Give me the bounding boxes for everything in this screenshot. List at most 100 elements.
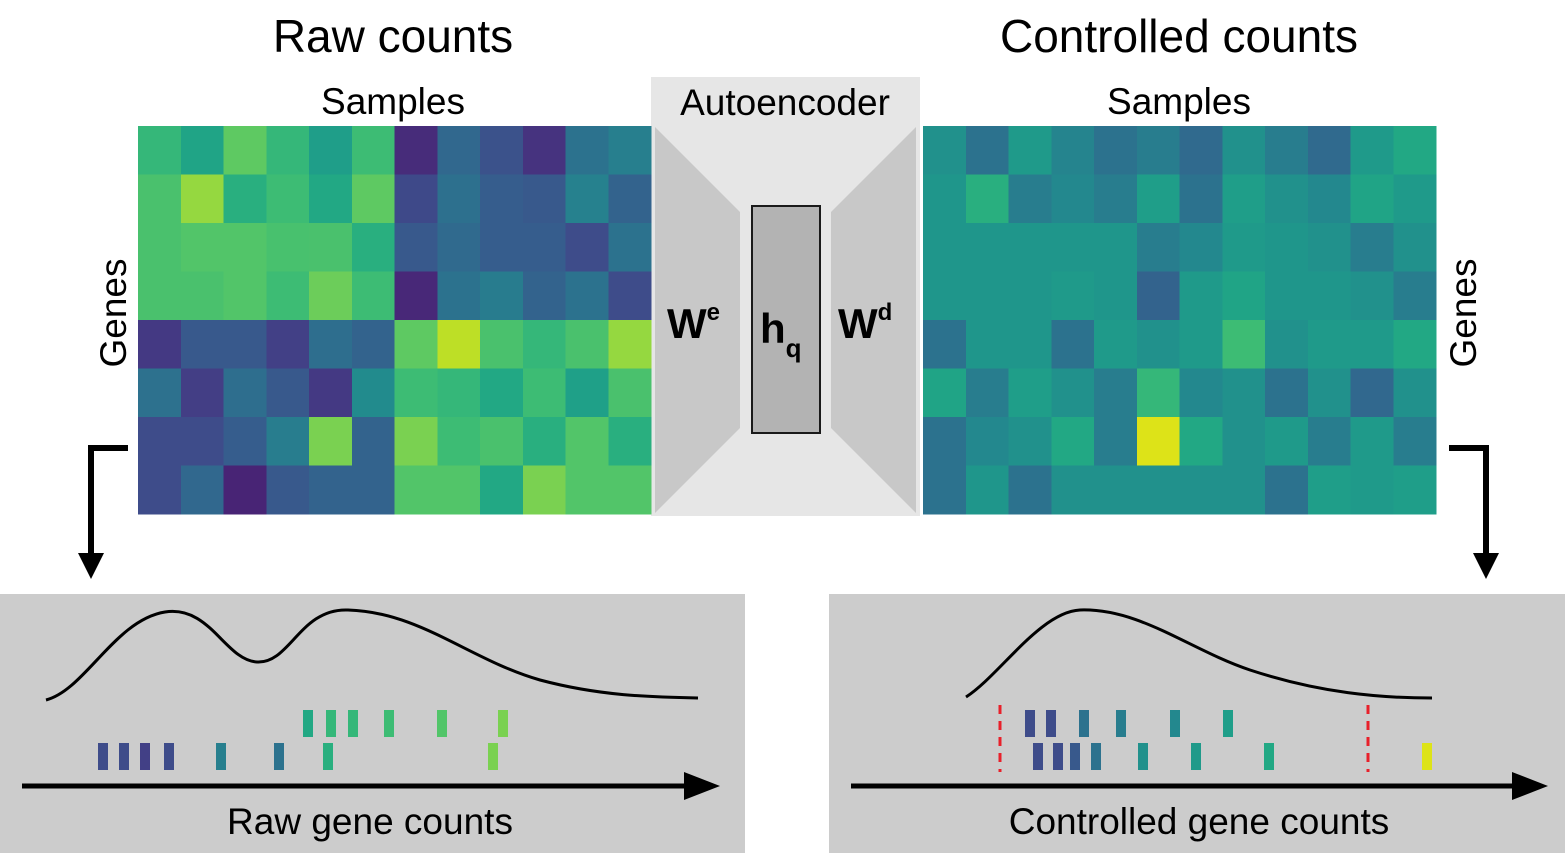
raw-count-tick-13 <box>498 710 508 737</box>
raw-heatmap-cell-r1-c11 <box>608 174 652 224</box>
controlled-heatmap-cell-r4-c3 <box>1051 320 1095 370</box>
raw-heatmap-cell-r4-c1 <box>180 320 225 370</box>
controlled-heatmap-cell-r6-c9 <box>1307 417 1352 467</box>
controlled-heatmap-cell-r6-c2 <box>1008 417 1052 467</box>
controlled-heatmap-cell-r2-c10 <box>1350 223 1394 273</box>
raw-heatmap-cell-r5-c1 <box>180 368 225 418</box>
raw-heatmap-cell-r0-c10 <box>565 126 609 176</box>
raw-count-tick-7 <box>488 743 498 770</box>
raw-heatmap-cell-r6-c3 <box>266 417 310 467</box>
raw-heatmap-cell-r7-c3 <box>266 465 310 515</box>
raw-heatmap-cell-r0-c8 <box>480 126 524 176</box>
controlled-heatmap-cell-r0-c4 <box>1094 126 1138 176</box>
controlled-heatmap-cell-r4-c7 <box>1222 320 1266 370</box>
controlled-heatmap-cell-r3-c1 <box>965 271 1010 321</box>
raw-heatmap-cell-r5-c8 <box>480 368 524 418</box>
raw-heatmap-cell-r1-c7 <box>437 174 481 224</box>
controlled-heatmap-cell-r4-c2 <box>1008 320 1052 370</box>
controlled-heatmap-cell-r4-c1 <box>965 320 1010 370</box>
controlled-heatmap-cell-r5-c5 <box>1136 368 1181 418</box>
raw-count-tick-3 <box>164 743 174 770</box>
controlled-heatmap-cell-r4-c9 <box>1307 320 1352 370</box>
raw-heatmap-cell-r2-c0 <box>138 223 182 273</box>
raw-heatmap-cell-r5-c0 <box>138 368 182 418</box>
raw-heatmap-cell-r5-c5 <box>351 368 396 418</box>
raw-heatmap-cell-r4-c11 <box>608 320 652 370</box>
raw-heatmap-cell-r0-c1 <box>180 126 225 176</box>
controlled-bracket-arrow <box>1449 445 1499 579</box>
raw-heatmap-cell-r4-c3 <box>266 320 310 370</box>
controlled-count-tick-6 <box>1033 743 1043 770</box>
controlled-heatmap-cell-r3-c6 <box>1179 271 1223 321</box>
controlled-count-tick-4 <box>1170 710 1180 737</box>
raw-heatmap-cell-r4-c5 <box>351 320 396 370</box>
controlled-count-tick-11 <box>1191 743 1201 770</box>
controlled-counts-title: Controlled counts <box>1000 10 1358 62</box>
controlled-heatmap-cell-r6-c11 <box>1393 417 1437 467</box>
controlled-heatmap-cell-r2-c8 <box>1265 223 1309 273</box>
controlled-samples-label: Samples <box>1107 81 1251 122</box>
raw-heatmap-cell-r0-c6 <box>394 126 438 176</box>
controlled-heatmap-cell-r7-c9 <box>1307 465 1352 515</box>
raw-count-tick-11 <box>384 710 394 737</box>
controlled-heatmap-cell-r7-c4 <box>1094 465 1138 515</box>
controlled-heatmap-cell-r3-c5 <box>1136 271 1181 321</box>
controlled-heatmap-cell-r5-c6 <box>1179 368 1223 418</box>
raw-heatmap-cell-r1-c2 <box>223 174 267 224</box>
controlled-heatmap-cell-r0-c6 <box>1179 126 1223 176</box>
raw-heatmap-cell-r0-c11 <box>608 126 652 176</box>
raw-heatmap-cell-r6-c11 <box>608 417 652 467</box>
raw-heatmap-cell-r7-c7 <box>437 465 481 515</box>
threshold-lines <box>998 705 1370 772</box>
raw-distribution-panel: Raw gene counts <box>0 594 745 853</box>
controlled-heatmap-cell-r0-c1 <box>965 126 1010 176</box>
raw-heatmap-cell-r3-c7 <box>437 271 481 321</box>
controlled-panel-background <box>829 594 1565 853</box>
controlled-heatmap-cell-r3-c0 <box>923 271 967 321</box>
raw-heatmap-cell-r1-c8 <box>480 174 524 224</box>
raw-counts-heatmap <box>138 126 652 515</box>
raw-heatmap-cell-r1-c6 <box>394 174 438 224</box>
controlled-heatmap-cell-r4-c6 <box>1179 320 1223 370</box>
controlled-heatmap-cell-r2-c2 <box>1008 223 1052 273</box>
controlled-count-ticks <box>1025 710 1432 770</box>
raw-heatmap-cell-r2-c2 <box>223 223 267 273</box>
raw-heatmap-cell-r6-c8 <box>480 417 524 467</box>
controlled-heatmap-cell-r1-c3 <box>1051 174 1095 224</box>
controlled-heatmap-cell-r7-c8 <box>1265 465 1309 515</box>
controlled-heatmap-cell-r6-c6 <box>1179 417 1223 467</box>
controlled-heatmap-cell-r2-c7 <box>1222 223 1266 273</box>
raw-heatmap-cell-r1-c0 <box>138 174 182 224</box>
controlled-heatmap-cell-r4-c0 <box>923 320 967 370</box>
controlled-heatmap-cell-r1-c7 <box>1222 174 1266 224</box>
raw-heatmap-cell-r4-c0 <box>138 320 182 370</box>
controlled-heatmap-cell-r5-c10 <box>1350 368 1394 418</box>
decoder-weight-base: W <box>838 300 878 347</box>
raw-heatmap-cell-r6-c4 <box>309 417 353 467</box>
controlled-heatmap-cell-r0-c11 <box>1393 126 1437 176</box>
controlled-heatmap-cell-r2-c3 <box>1051 223 1095 273</box>
controlled-heatmap-cell-r2-c4 <box>1094 223 1138 273</box>
raw-heatmap-cell-r3-c6 <box>394 271 438 321</box>
controlled-heatmap-cell-r7-c6 <box>1179 465 1223 515</box>
controlled-heatmap-cell-r3-c10 <box>1350 271 1394 321</box>
raw-heatmap-cell-r0-c4 <box>309 126 353 176</box>
controlled-heatmap-cell-r1-c6 <box>1179 174 1223 224</box>
controlled-heatmap-cell-r7-c11 <box>1393 465 1437 515</box>
controlled-axis-arrowhead <box>1512 772 1548 800</box>
raw-heatmap-cell-r1-c9 <box>522 174 567 224</box>
encoder-trapezoid <box>655 127 740 513</box>
decoder-weight-sup: d <box>878 299 893 326</box>
decoder-weight-label: Wd <box>838 299 892 347</box>
raw-heatmap-cell-r6-c10 <box>565 417 609 467</box>
controlled-count-tick-13 <box>1422 743 1432 770</box>
raw-heatmap-cell-r5-c2 <box>223 368 267 418</box>
raw-heatmap-cell-r7-c4 <box>309 465 353 515</box>
raw-count-tick-6 <box>323 743 333 770</box>
raw-heatmap-cell-r6-c2 <box>223 417 267 467</box>
controlled-heatmap-cell-r6-c8 <box>1265 417 1309 467</box>
raw-heatmap-cell-r4-c9 <box>522 320 567 370</box>
encoder-weight-base: W <box>667 300 707 347</box>
controlled-heatmap-cell-r3-c11 <box>1393 271 1437 321</box>
controlled-heatmap-cell-r2-c0 <box>923 223 967 273</box>
